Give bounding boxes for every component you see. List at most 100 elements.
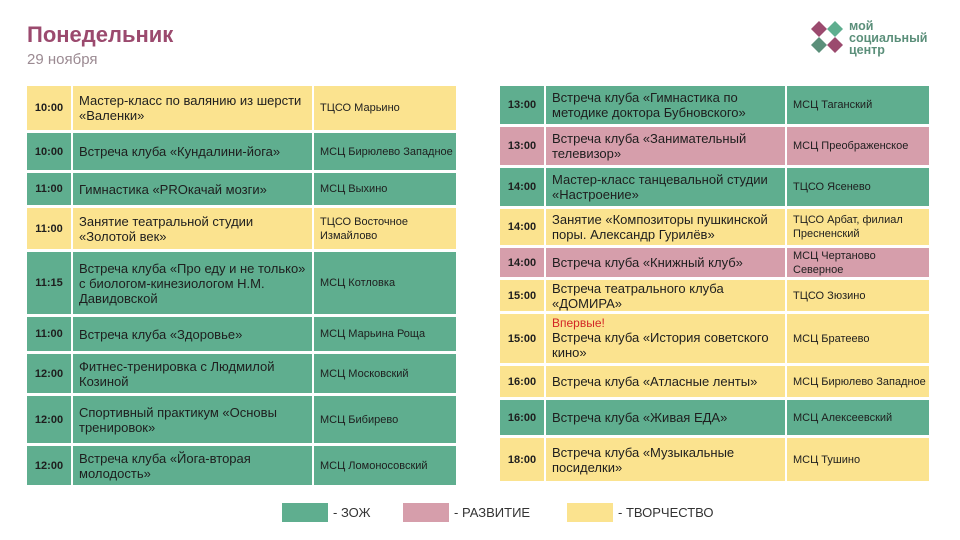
schedule-row: 11:00 Гимнастика «PROкачай мозги» МСЦ Выхи… <box>27 173 456 205</box>
schedule-row: 11:00 Встреча клуба «Здоровье» МСЦ Марьина… <box>27 317 456 351</box>
schedule-row: 18:00 Встреча клуба «Музыкальные посиделк… <box>500 438 929 481</box>
event-place: МСЦ Бирюлево Западное <box>314 133 456 170</box>
event-place: МСЦ Тушино <box>787 438 929 481</box>
schedule-row: 15:00 Впервые! Встреча клуба «История сове… <box>500 314 929 363</box>
legend-zozh: - ЗОЖ <box>282 503 370 522</box>
event-time: 12:00 <box>27 446 71 485</box>
event-time: 12:00 <box>27 396 71 443</box>
schedule-row: 12:00 Фитнес-тренировка с Людмилой Козино… <box>27 354 456 393</box>
event-title-cell: Впервые! Встреча клуба «История советског… <box>546 314 785 363</box>
legend-razvitie: - РАЗВИТИЕ <box>403 503 530 522</box>
event-time: 12:00 <box>27 354 71 393</box>
event-title: Встреча клуба «Книжный клуб» <box>552 255 743 270</box>
event-title: Встреча клуба «Гимнастика по методике до… <box>552 90 746 120</box>
legend-label: - ТВОРЧЕСТВО <box>618 505 714 520</box>
event-title: Встреча клуба «Атласные ленты» <box>552 374 758 389</box>
legend-tvorchestvo: - ТВОРЧЕСТВО <box>567 503 714 522</box>
event-place: МСЦ Ломоносовский <box>314 446 456 485</box>
event-time: 11:00 <box>27 208 71 249</box>
event-title: Занятие театральной студии «Золотой век» <box>79 213 254 244</box>
event-place: МСЦ Алексеевский <box>787 400 929 435</box>
event-title: Спортивный практикум «Основы тренировок» <box>79 404 277 435</box>
event-place: МСЦ Московский <box>314 354 456 393</box>
schedule-row: 10:00 Встреча клуба «Кундалини-йога» МСЦ Б… <box>27 133 456 170</box>
event-place: ТЦСО Арбат, филиал Пресненский <box>787 209 929 245</box>
schedule-row: 14:00 Встреча клуба «Книжный клуб» МСЦ Чер… <box>500 248 929 277</box>
event-place: МСЦ Выхино <box>314 173 456 205</box>
schedule-row: 14:00 Занятие «Композиторы пушкинской пор… <box>500 209 929 245</box>
event-title-cell: Занятие театральной студии «Золотой век» <box>73 208 312 249</box>
event-place: ТЦСО Восточное Измайлово <box>314 208 456 249</box>
event-time: 11:15 <box>27 252 71 314</box>
legend-label: - РАЗВИТИЕ <box>454 505 531 520</box>
legend-swatch <box>567 503 613 522</box>
event-title: Встреча театрального клуба «ДОМИРА» <box>552 280 724 311</box>
event-time: 15:00 <box>500 314 544 363</box>
event-title-cell: Встреча клуба «Книжный клуб» <box>546 248 785 277</box>
event-place: МСЦ Чертаново Северное <box>787 248 929 277</box>
event-time: 14:00 <box>500 248 544 277</box>
schedule-row: 14:00 Мастер-класс танцевальной студии «Н… <box>500 168 929 206</box>
schedule-row: 13:00 Встреча клуба «Гимнастика по методи… <box>500 86 929 124</box>
schedule-row: 12:00 Встреча клуба «Йога-вторая молодост… <box>27 446 456 485</box>
event-title: Мастер-класс танцевальной студии «Настро… <box>552 172 768 202</box>
event-place: МСЦ Преображенское <box>787 127 929 165</box>
schedule-table-right: 13:00 Встреча клуба «Гимнастика по методи… <box>500 86 929 481</box>
logo-line-3: центр <box>849 43 885 57</box>
logo: мой социальный центр <box>810 20 927 56</box>
event-time: 13:00 <box>500 86 544 124</box>
event-title-cell: Встреча клуба «Кундалини-йога» <box>73 133 312 170</box>
event-title-cell: Встреча клуба «Занимательный телевизор» <box>546 127 785 165</box>
event-time: 15:00 <box>500 280 544 311</box>
event-title: Встреча клуба «История советского кино» <box>552 330 769 360</box>
event-title-cell: Встреча клуба «Гимнастика по методике до… <box>546 86 785 124</box>
event-title-cell: Встреча клуба «Живая ЕДА» <box>546 400 785 435</box>
event-title-cell: Фитнес-тренировка с Людмилой Козиной <box>73 354 312 393</box>
legend-swatch <box>403 503 449 522</box>
event-place: ТЦСО Зюзино <box>787 280 929 311</box>
schedule-table-left: 10:00 Мастер-класс по валянию из шерсти «… <box>27 86 456 485</box>
event-title: Встреча клуба «Кундалини-йога» <box>79 144 281 159</box>
event-place: МСЦ Бирюлево Западное <box>787 366 929 397</box>
event-time: 16:00 <box>500 366 544 397</box>
event-time: 13:00 <box>500 127 544 165</box>
event-time: 16:00 <box>500 400 544 435</box>
event-place: ТЦСО Марьино <box>314 86 456 130</box>
event-time: 18:00 <box>500 438 544 481</box>
event-place: МСЦ Бибирево <box>314 396 456 443</box>
event-title: Занятие «Композиторы пушкинской поры. Ал… <box>552 212 768 242</box>
page-title: Понедельник <box>27 22 174 47</box>
event-title-cell: Встреча клуба «Атласные ленты» <box>546 366 785 397</box>
event-title: Встреча клуба «Про еду и не только» с би… <box>79 260 306 306</box>
schedule-row: 16:00 Встреча клуба «Живая ЕДА» МСЦ Алексе… <box>500 400 929 435</box>
logo-line-1: мой <box>849 19 874 33</box>
event-title: Гимнастика «PROкачай мозги» <box>79 181 267 197</box>
schedule-row: 16:00 Встреча клуба «Атласные ленты» МСЦ Б… <box>500 366 929 397</box>
new-badge: Впервые! <box>552 316 605 330</box>
event-place: МСЦ Марьина Роща <box>314 317 456 351</box>
schedule-row: 11:00 Занятие театральной студии «Золотой… <box>27 208 456 249</box>
event-title-cell: Встреча театрального клуба «ДОМИРА» <box>546 280 785 311</box>
event-time: 14:00 <box>500 168 544 206</box>
event-time: 10:00 <box>27 86 71 130</box>
event-title: Встреча клуба «Занимательный телевизор» <box>552 131 747 161</box>
event-time: 10:00 <box>27 133 71 170</box>
event-title: Встреча клуба «Йога-вторая молодость» <box>79 450 251 481</box>
event-place: МСЦ Братеево <box>787 314 929 363</box>
event-title: Встреча клуба «Музыкальные посиделки» <box>552 444 735 475</box>
event-title: Встреча клуба «Здоровье» <box>79 326 243 342</box>
event-title-cell: Занятие «Композиторы пушкинской поры. Ал… <box>546 209 785 245</box>
schedule-row: 15:00 Встреча театрального клуба «ДОМИРА»… <box>500 280 929 311</box>
event-title-cell: Гимнастика «PROкачай мозги» <box>73 173 312 205</box>
legend-swatch <box>282 503 328 522</box>
event-title-cell: Встреча клуба «Музыкальные посиделки» <box>546 438 785 481</box>
event-title-cell: Встреча клуба «Йога-вторая молодость» <box>73 446 312 485</box>
event-time: 11:00 <box>27 317 71 351</box>
event-title-cell: Встреча клуба «Про еду и не только» с би… <box>73 252 312 314</box>
event-time: 14:00 <box>500 209 544 245</box>
event-place: ТЦСО Ясенево <box>787 168 929 206</box>
logo-mark-icon <box>811 21 843 53</box>
event-title: Фитнес-тренировка с Людмилой Козиной <box>79 358 275 389</box>
event-place: МСЦ Котловка <box>314 252 456 314</box>
event-title-cell: Спортивный практикум «Основы тренировок» <box>73 396 312 443</box>
